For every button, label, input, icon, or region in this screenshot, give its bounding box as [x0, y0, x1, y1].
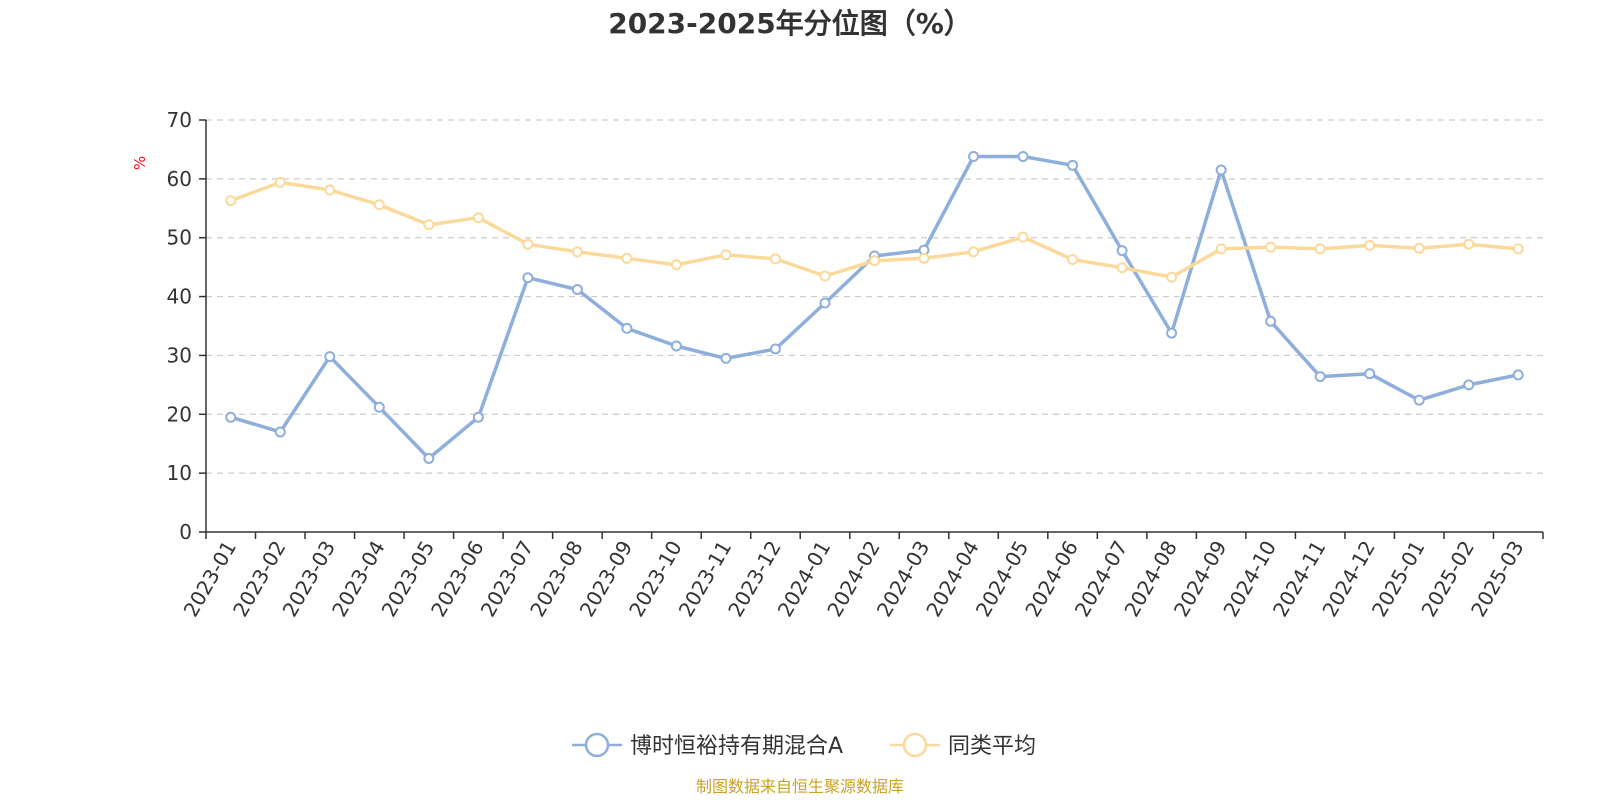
y-tick-label: 30 [167, 343, 192, 367]
data-point[interactable] [423, 452, 435, 464]
data-point[interactable] [571, 284, 583, 296]
data-point[interactable] [1067, 159, 1079, 171]
data-point[interactable] [769, 343, 781, 355]
data-point[interactable] [621, 322, 633, 334]
data-point[interactable] [819, 297, 831, 309]
data-point[interactable] [274, 176, 286, 188]
data-point[interactable] [1364, 239, 1376, 251]
data-point[interactable] [968, 150, 980, 162]
data-point[interactable] [1215, 164, 1227, 176]
data-point[interactable] [1166, 271, 1178, 283]
data-point[interactable] [1314, 371, 1326, 383]
axes [205, 120, 1543, 533]
legend-marker [584, 732, 610, 758]
data-point[interactable] [918, 252, 930, 264]
y-tick-label: 10 [167, 461, 192, 485]
data-point[interactable] [1116, 262, 1128, 274]
data-point[interactable] [670, 259, 682, 271]
y-tick-label: 20 [167, 402, 192, 426]
y-tick-label: 50 [167, 226, 192, 250]
data-point[interactable] [225, 411, 237, 423]
source-note: 制图数据来自恒生聚源数据库 [696, 777, 904, 796]
data-point[interactable] [1364, 368, 1376, 380]
data-point[interactable] [472, 212, 484, 224]
data-point[interactable] [621, 252, 633, 264]
data-point[interactable] [869, 255, 880, 267]
legend-item[interactable]: 同类平均 [890, 732, 1036, 759]
data-point[interactable] [1413, 394, 1425, 406]
y-axis-ticks: 0 10 20 30 40 50 60 70 [167, 108, 206, 544]
data-point[interactable] [1512, 369, 1524, 381]
y-tick-label: 60 [167, 167, 192, 191]
x-axis-ticks: 2023-012023-022023-032023-042023-052023-… [179, 532, 1544, 621]
data-point[interactable] [274, 426, 286, 438]
data-point[interactable] [769, 253, 781, 265]
legend: 博时恒裕持有期混合A 同类平均 [572, 732, 1036, 759]
data-point[interactable] [1017, 150, 1029, 162]
data-point[interactable] [1166, 327, 1178, 339]
data-point[interactable] [720, 249, 732, 261]
chart-title: 2023-2025年分位图（%） [608, 7, 972, 40]
data-point[interactable] [720, 352, 732, 364]
y-axis-unit-label: % [131, 156, 149, 170]
legend-label: 博时恒裕持有期混合A [630, 734, 843, 759]
y-tick-label: 70 [167, 108, 192, 132]
data-point[interactable] [819, 270, 831, 282]
y-tick-label: 40 [167, 285, 192, 309]
data-point[interactable] [968, 246, 980, 258]
legend-label: 同类平均 [948, 734, 1036, 759]
data-point[interactable] [472, 411, 484, 423]
data-point[interactable] [324, 184, 336, 196]
legend-marker [902, 732, 928, 758]
data-point[interactable] [225, 195, 237, 207]
y-tick-label: 0 [179, 520, 192, 544]
grid-lines [206, 119, 1543, 474]
data-point[interactable] [1413, 242, 1425, 254]
data-point[interactable] [1067, 253, 1079, 265]
data-point[interactable] [522, 272, 534, 284]
data-point[interactable] [1463, 238, 1475, 250]
series-0 [225, 150, 1524, 464]
data-point[interactable] [373, 401, 385, 413]
data-point[interactable] [1265, 241, 1277, 253]
series-line [230, 154, 1519, 461]
data-point[interactable] [571, 246, 583, 258]
data-point[interactable] [1265, 315, 1277, 327]
data-point[interactable] [522, 238, 534, 250]
data-point[interactable] [1116, 245, 1128, 257]
data-point[interactable] [1215, 243, 1227, 255]
data-point[interactable] [423, 219, 435, 231]
data-point[interactable] [1314, 243, 1326, 255]
series-1 [225, 176, 1524, 283]
data-point[interactable] [670, 340, 682, 352]
data-point[interactable] [324, 351, 336, 363]
series-lines [225, 150, 1524, 464]
data-point[interactable] [1463, 379, 1475, 391]
data-point[interactable] [1017, 231, 1029, 243]
data-point[interactable] [1512, 243, 1524, 255]
data-point[interactable] [373, 199, 385, 211]
legend-item[interactable]: 博时恒裕持有期混合A [572, 732, 843, 759]
